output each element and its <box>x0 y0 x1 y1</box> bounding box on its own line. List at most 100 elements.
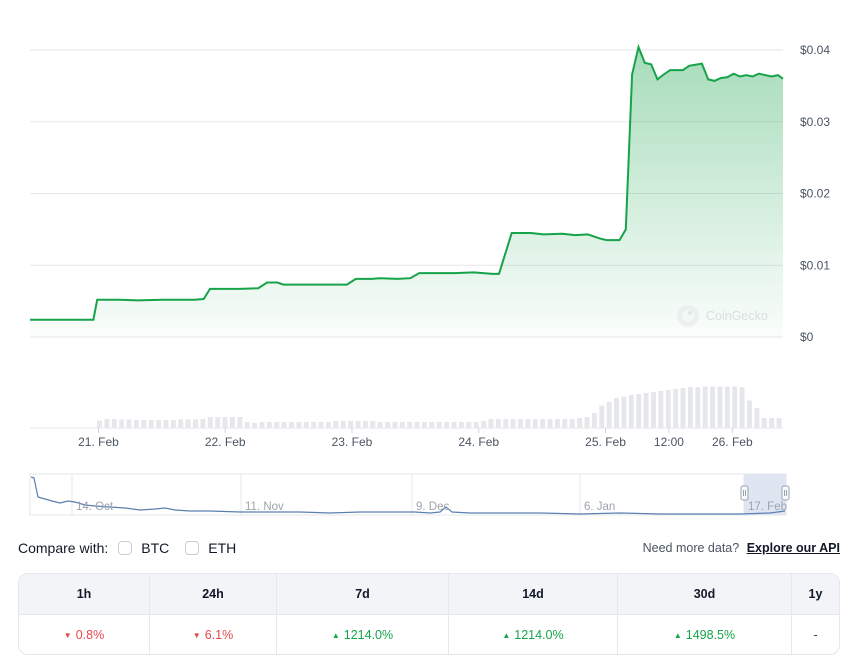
navigator-handle-left[interactable] <box>740 485 749 501</box>
volume-bar <box>636 394 642 428</box>
volume-bar <box>326 422 331 428</box>
volume-bar <box>414 422 420 428</box>
volume-bar <box>488 419 494 428</box>
volume-bar <box>761 418 767 428</box>
volume-bar <box>702 386 708 428</box>
volume-bar <box>340 421 346 428</box>
volume-bar <box>547 419 553 428</box>
watermark-text: CoinGecko <box>706 309 768 323</box>
header-1y: 1y <box>808 587 823 601</box>
volume-bar <box>687 387 693 428</box>
volume-bar <box>429 422 435 428</box>
volume-bar <box>377 422 383 428</box>
navigator-label: 17. Feb <box>748 501 787 513</box>
volume-bar <box>436 422 442 428</box>
volume-bar <box>207 417 213 428</box>
header-1h: 1h <box>19 574 150 614</box>
value-7d-text: 1214.0% <box>343 628 394 642</box>
volume-bar <box>724 386 730 428</box>
volume-bar <box>193 419 198 428</box>
caret-up-icon: ▲ <box>673 630 682 640</box>
volume-bar <box>348 421 354 428</box>
volume-bar <box>606 402 612 428</box>
volume-bar <box>222 417 228 428</box>
caret-up-icon: ▲ <box>331 630 340 640</box>
volume-bar <box>621 396 627 428</box>
eth-label: ETH <box>208 540 237 556</box>
volume-bar <box>680 388 686 428</box>
eth-checkbox[interactable] <box>185 541 200 555</box>
y-tick-label: $0.04 <box>800 43 830 57</box>
value-14d-text: 1214.0% <box>514 628 564 642</box>
volume-bar <box>555 419 560 428</box>
volume-bar <box>281 422 287 428</box>
volume-bar <box>769 418 775 428</box>
value-1y-text: - <box>813 628 818 642</box>
explore-api-link[interactable]: Explore our API <box>746 541 840 555</box>
compare-btc-option[interactable]: BTC <box>118 540 169 556</box>
compare-eth-option[interactable]: ETH <box>185 540 236 556</box>
volume-bar <box>289 422 294 428</box>
volume-bar <box>481 421 487 428</box>
performance-table: 1h 24h 7d 14d 30d 1y ▼ 0.8% ▼ 6.1% ▲ 121… <box>18 573 840 655</box>
volume-bar <box>362 421 368 428</box>
value-14d: ▲ 1214.0% <box>449 615 618 654</box>
x-axis-ticks: 21. Feb 22. Feb 23. Feb 24. Feb 25. Feb 12:00… <box>78 428 753 449</box>
btc-checkbox[interactable] <box>118 541 133 555</box>
volume-bar <box>473 422 479 428</box>
volume-bar <box>141 420 147 428</box>
volume-bar <box>495 419 501 428</box>
volume-bar <box>444 422 450 428</box>
volume-bar <box>695 387 701 428</box>
volume-bar <box>237 417 243 428</box>
x-tick-label: 26. Feb <box>712 435 753 449</box>
x-tick-label: 21. Feb <box>78 435 119 449</box>
caret-down-icon: ▼ <box>192 630 201 640</box>
btc-label: BTC <box>141 540 170 556</box>
x-tick-label: 24. Feb <box>458 435 499 449</box>
value-1h-text: 0.8% <box>75 628 105 642</box>
volume-bar <box>532 419 538 428</box>
coingecko-watermark: CoinGecko <box>677 305 768 327</box>
range-navigator[interactable]: 14. Oct 11. Nov 9. Dec 6. Jan 17. Feb <box>0 466 855 522</box>
volume-bar <box>658 391 664 428</box>
navigator-selection[interactable] <box>744 474 786 515</box>
volume-bar <box>584 417 590 428</box>
volume-bar <box>525 419 531 428</box>
value-1y: - <box>792 615 839 654</box>
volume-bar <box>148 420 154 428</box>
volume-bar <box>510 419 516 428</box>
navigator-handle-right[interactable] <box>781 485 790 501</box>
volume-bars <box>97 386 782 428</box>
volume-bar <box>651 392 656 428</box>
volume-bar <box>599 405 605 428</box>
volume-bar <box>614 398 619 428</box>
volume-bar <box>274 422 280 428</box>
y-tick-label: $0.01 <box>800 258 830 272</box>
volume-bar <box>732 386 738 428</box>
volume-bar <box>407 422 413 428</box>
price-chart[interactable]: $0.04 $0.03 $0.02 $0.01 $0 21. Feb 22. Feb 23.… <box>0 0 855 460</box>
navigator-label: 14. Oct <box>76 501 114 513</box>
navigator-label: 11. Nov <box>245 501 284 513</box>
x-tick-label: 23. Feb <box>332 435 373 449</box>
volume-bar <box>244 422 250 428</box>
header-7d: 7d <box>277 574 449 614</box>
y-tick-label: $0.03 <box>800 115 830 129</box>
volume-bar <box>628 395 634 428</box>
volume-bar <box>673 389 679 428</box>
volume-bar <box>399 422 405 428</box>
x-tick-label: 22. Feb <box>205 435 246 449</box>
volume-bar <box>776 418 782 428</box>
need-more-data: Need more data? Explore our API <box>643 541 840 555</box>
y-tick-label: $0.02 <box>800 187 830 201</box>
volume-bar <box>266 422 272 428</box>
volume-bar <box>710 386 716 428</box>
volume-bar <box>170 420 176 428</box>
volume-bar <box>355 421 361 428</box>
header-14d: 14d <box>449 574 618 614</box>
volume-bar <box>111 419 117 428</box>
volume-bar <box>303 422 309 428</box>
volume-bar <box>178 419 184 428</box>
value-30d: ▲ 1498.5% <box>618 615 792 654</box>
